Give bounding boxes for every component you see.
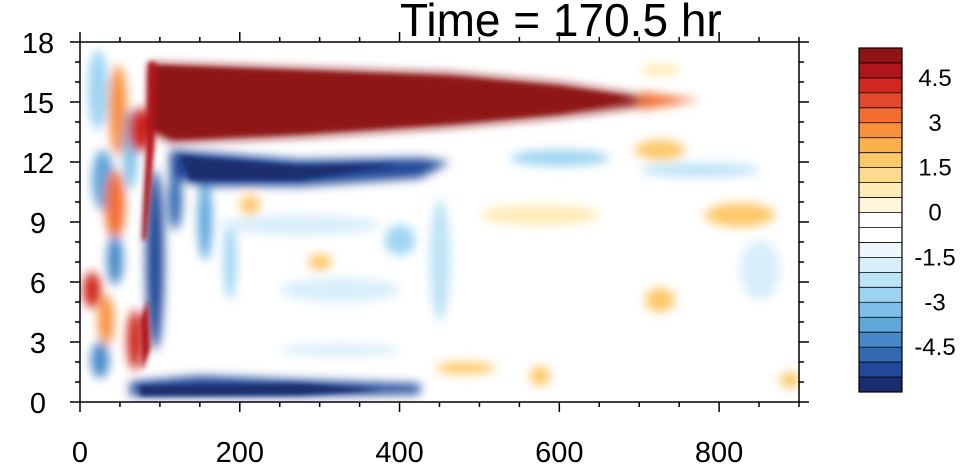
colorbar-swatch [859, 77, 902, 93]
y-tick-label: 3 [30, 328, 46, 360]
y-tick-label: 15 [22, 88, 54, 120]
colorbar-swatch [859, 62, 902, 78]
colorbar-swatch [859, 107, 902, 123]
field-patch [224, 220, 236, 300]
field-patch [280, 344, 400, 356]
field-patch [109, 65, 127, 155]
colorbar-swatch [859, 287, 902, 303]
colorbar-swatch [859, 197, 902, 213]
lower-stem [140, 300, 150, 370]
y-tick-label: 6 [30, 268, 46, 300]
colorbar-swatch [859, 362, 902, 378]
x-tick-label: 800 [695, 437, 743, 469]
red-band-edge [640, 92, 700, 110]
colorbar-label: -1.5 [914, 244, 955, 271]
red-stem [142, 62, 156, 240]
chart-title: Time = 170.5 hr [400, 0, 722, 46]
field-patch [128, 108, 152, 152]
field-patch [105, 170, 125, 240]
colorbar-label: 1.5 [918, 155, 951, 182]
field-patch [308, 254, 332, 270]
field-patch [640, 64, 680, 76]
colorbar-swatch [859, 182, 902, 198]
colorbar-label: -4.5 [914, 334, 955, 361]
colorbar-label: 4.5 [918, 65, 951, 92]
x-tick-label: 200 [216, 437, 264, 469]
colorbar-swatch [859, 257, 902, 273]
field-patch [780, 372, 799, 388]
field-patch [480, 205, 600, 225]
colorbar-swatch [859, 167, 902, 183]
field-patch [435, 362, 495, 374]
blue-band-core [180, 156, 400, 180]
surface-band-core [140, 384, 380, 396]
y-tick-label: 18 [22, 28, 54, 60]
colorbar-swatch [859, 152, 902, 168]
field-patch [430, 200, 450, 320]
colorbar-swatch [859, 317, 902, 333]
field-patch [198, 180, 212, 260]
colorbar-swatch [859, 92, 902, 108]
colorbar-swatch [859, 272, 902, 288]
heatmap-core [140, 62, 630, 396]
colorbar-swatch [859, 242, 902, 258]
colorbar-label: -3 [924, 289, 945, 316]
x-tick-label: 0 [72, 437, 88, 469]
field-patch [107, 235, 123, 285]
field-patch [91, 342, 109, 378]
colorbar-frame [858, 47, 903, 393]
colorbar-swatch [859, 332, 902, 348]
colorbar-swatch [859, 227, 902, 243]
red-band-core [152, 66, 630, 138]
y-tick-label: 9 [30, 208, 46, 240]
y-tick-label: 0 [30, 388, 46, 420]
field-patch [705, 203, 775, 227]
colorbar: 4.5 3 1.5 0 -1.5 -3 -4.5 [858, 47, 956, 393]
field-patch [146, 170, 164, 350]
colorbar-label: 3 [928, 110, 941, 137]
colorbar-swatch [859, 377, 902, 392]
field-patch [635, 140, 685, 160]
x-tick-label: 400 [375, 437, 423, 469]
colorbar-swatch [859, 212, 902, 228]
field-patch [645, 288, 675, 312]
x-tick-label: 600 [535, 437, 583, 469]
field-patch [88, 50, 108, 130]
field-patch [220, 215, 380, 235]
field-patch [640, 163, 760, 177]
field-patch [740, 240, 780, 300]
field-patch [510, 150, 610, 166]
colorbar-swatch [859, 347, 902, 363]
field-patch [385, 225, 415, 255]
field-patch [127, 310, 143, 370]
y-axis: 0 3 6 9 12 15 18 [22, 28, 809, 420]
colorbar-swatch [859, 122, 902, 138]
x-axis: 0 200 400 600 800 [72, 32, 800, 469]
colorbar-label: 0 [928, 200, 941, 227]
field-patch [240, 195, 260, 215]
y-tick-label: 12 [22, 148, 54, 180]
field-patch [83, 272, 101, 308]
colorbar-swatch [859, 48, 902, 63]
field-patch [98, 295, 114, 345]
field-patch [168, 170, 182, 230]
field-patch [280, 278, 400, 302]
field-patch [530, 366, 550, 386]
colorbar-swatch [859, 302, 902, 318]
plot-area [80, 42, 799, 402]
colorbar-swatch [859, 137, 902, 153]
